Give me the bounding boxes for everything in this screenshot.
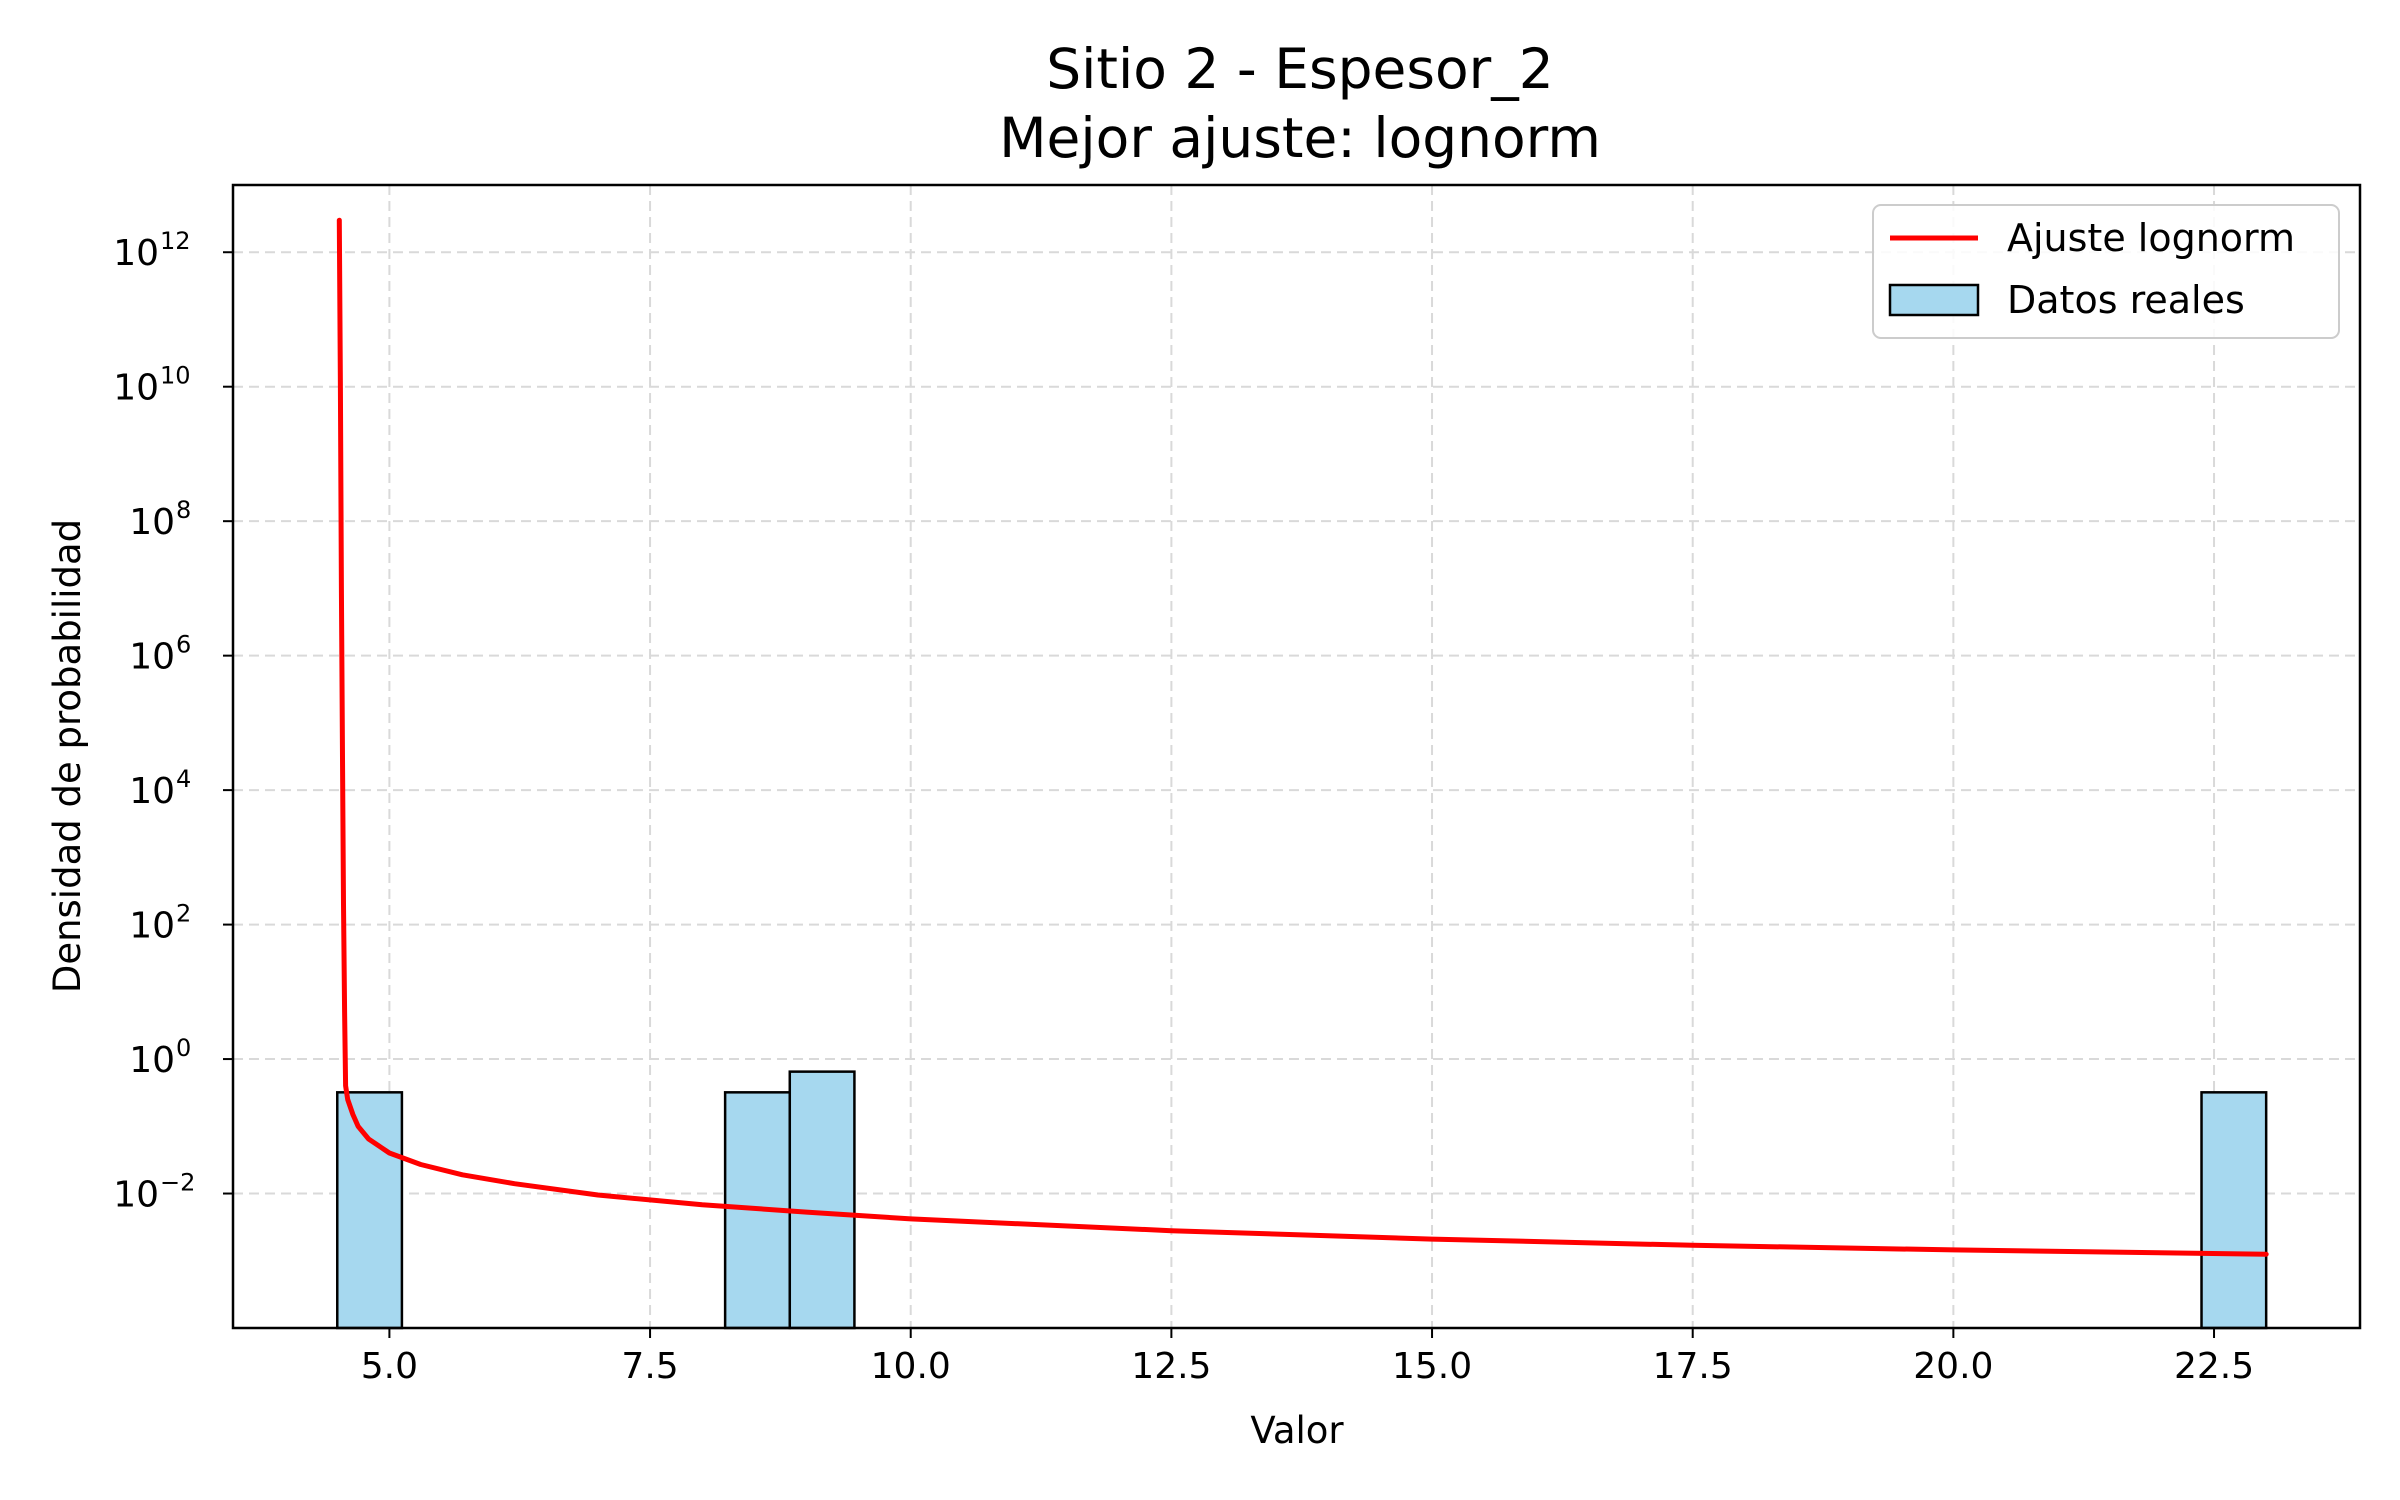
histogram-bar [2200, 1091, 2268, 1330]
x-tick-label: 17.5 [1653, 1346, 1733, 1387]
x-tick-label: 20.0 [1913, 1346, 1993, 1387]
y-axis-label: Densidad de probabilidad [46, 519, 89, 993]
chart-title: Sitio 2 - Espesor_2 [1046, 37, 1554, 101]
chart-subtitle: Mejor ajuste: lognorm [999, 106, 1601, 170]
plot-frame [231, 183, 2362, 1330]
x-tick-label: 22.5 [2174, 1346, 2254, 1387]
y-tick-label-exponent: 8 [176, 496, 191, 524]
histogram-bar [336, 1091, 404, 1330]
x-axis-ticks: 5.0 7.5 10.0 12.5 15.0 17.5 20.0 22.5 [361, 1328, 2254, 1387]
legend: Ajuste lognorm Datos reales [1872, 204, 2340, 339]
x-tick-label: 10.0 [871, 1346, 951, 1387]
legend-bar-swatch [1888, 283, 1980, 317]
legend-label-fit: Ajuste lognorm [2007, 216, 2295, 260]
y-tick-label-base: 10 [113, 368, 159, 409]
x-tick-label: 5.0 [361, 1346, 418, 1387]
y-tick-label-base: 10 [129, 502, 175, 543]
y-tick-label-exponent: 4 [176, 765, 191, 793]
y-tick-label-exponent: 2 [176, 900, 191, 928]
x-tick-label: 7.5 [621, 1346, 678, 1387]
fit-curve-line [336, 217, 2269, 1257]
y-tick-label-exponent: 6 [176, 631, 191, 659]
y-tick-label-base: 10 [113, 233, 159, 274]
grid [233, 185, 2360, 1328]
histogram-bar [788, 1070, 856, 1330]
legend-label-data: Datos reales [2007, 278, 2245, 322]
x-tick-label: 15.0 [1392, 1346, 1472, 1387]
x-axis-label: Valor [1250, 1409, 1344, 1452]
y-tick-label-exponent: −2 [160, 1169, 195, 1197]
y-tick-label-exponent: 10 [160, 362, 191, 390]
y-tick-label-base: 10 [129, 637, 175, 678]
x-tick-label: 12.5 [1131, 1346, 1211, 1387]
y-tick-label-base: 10 [129, 1040, 175, 1081]
y-tick-label-base: 10 [129, 771, 175, 812]
y-tick-label-base: 10 [129, 906, 175, 947]
y-tick-label-base: 10 [113, 1175, 159, 1216]
y-tick-label-exponent: 0 [176, 1034, 191, 1062]
legend-box [1872, 204, 2340, 339]
fit-curve-layer [336, 217, 2269, 1257]
y-tick-label-exponent: 12 [160, 227, 191, 255]
